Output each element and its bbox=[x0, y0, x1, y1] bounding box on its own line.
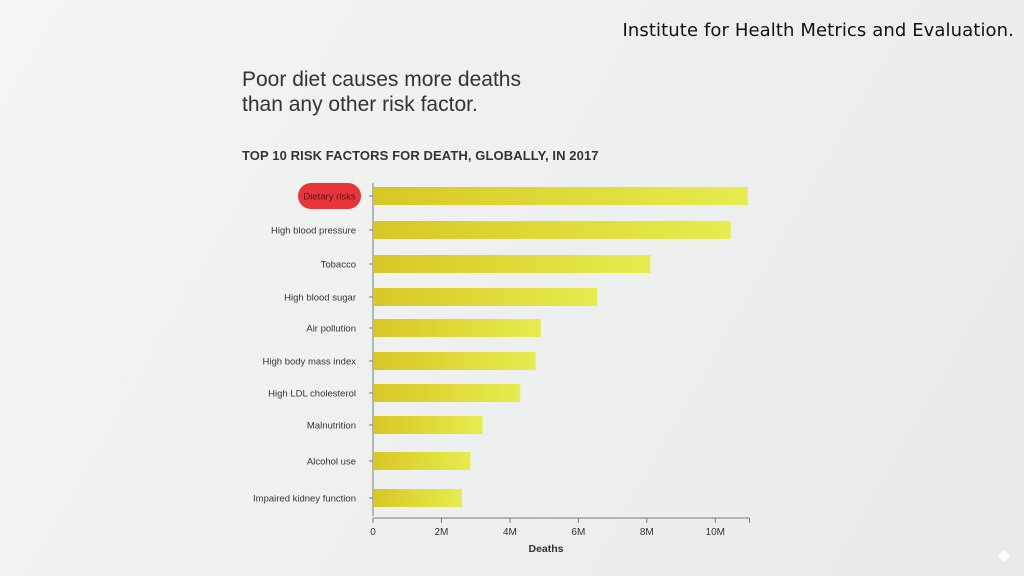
axes: 0 2M 4M 6M 8M 10M Deaths bbox=[369, 183, 750, 555]
bar-air-pollution bbox=[374, 319, 541, 337]
bar-high-blood-sugar bbox=[374, 288, 598, 306]
bars-layer bbox=[374, 187, 748, 507]
bar-impaired-kidney-function bbox=[374, 489, 462, 507]
bar-malnutrition bbox=[374, 416, 483, 434]
category-labels: Dietary risks High blood pressure Tobacco H… bbox=[253, 183, 361, 505]
x-axis-title: Deaths bbox=[528, 543, 563, 555]
category-label-high-blood-pressure: High blood pressure bbox=[271, 226, 356, 237]
headline-line-2: than any other risk factor. bbox=[242, 93, 478, 116]
category-label-impaired-kidney-function: Impaired kidney function bbox=[253, 494, 356, 505]
diamond-icon bbox=[998, 550, 1010, 562]
bar-dietary-risks bbox=[374, 187, 748, 205]
bar-high-body-mass-index bbox=[374, 352, 536, 370]
bar-high-blood-pressure bbox=[374, 221, 731, 239]
bar-tobacco bbox=[374, 255, 651, 273]
chart-title: TOP 10 RISK FACTORS FOR DEATH, GLOBALLY,… bbox=[242, 148, 599, 163]
category-label-alcohol-use: Alcohol use bbox=[307, 457, 356, 468]
x-tick-label: 4M bbox=[503, 527, 517, 538]
headline: Poor diet causes more deaths than any ot… bbox=[242, 67, 521, 117]
x-tick-label: 0 bbox=[370, 527, 376, 538]
category-label-high-body-mass-index: High body mass index bbox=[263, 357, 357, 368]
category-label-air-pollution: Air pollution bbox=[306, 324, 356, 335]
x-tick-label: 10M bbox=[706, 527, 725, 538]
x-tick-label: 2M bbox=[435, 527, 449, 538]
category-label-tobacco: Tobacco bbox=[321, 260, 356, 271]
category-label-high-ldl-cholesterol: High LDL cholesterol bbox=[268, 389, 356, 400]
headline-line-1: Poor diet causes more deaths bbox=[242, 68, 521, 91]
x-tick-label: 8M bbox=[640, 527, 654, 538]
highlight-pill bbox=[298, 183, 361, 209]
bar-alcohol-use bbox=[374, 452, 471, 470]
source-credit: Institute for Health Metrics and Evaluat… bbox=[622, 20, 1014, 41]
category-label-malnutrition: Malnutrition bbox=[307, 421, 356, 432]
category-label-dietary-risks: Dietary risks bbox=[303, 192, 356, 203]
category-label-high-blood-sugar: High blood sugar bbox=[284, 293, 356, 304]
bar-high-ldl-cholesterol bbox=[374, 384, 521, 402]
x-tick-label: 6M bbox=[571, 527, 585, 538]
